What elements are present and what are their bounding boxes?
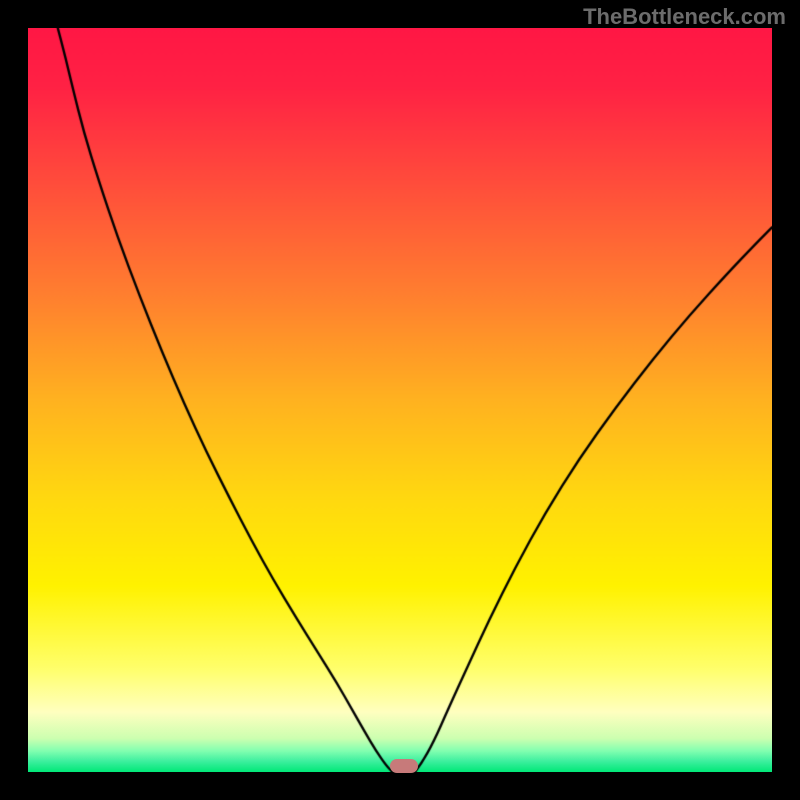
minimum-marker xyxy=(390,759,418,773)
bottleneck-curve-line xyxy=(28,28,772,772)
watermark-text: TheBottleneck.com xyxy=(583,4,786,30)
chart-plot-area xyxy=(28,28,772,772)
